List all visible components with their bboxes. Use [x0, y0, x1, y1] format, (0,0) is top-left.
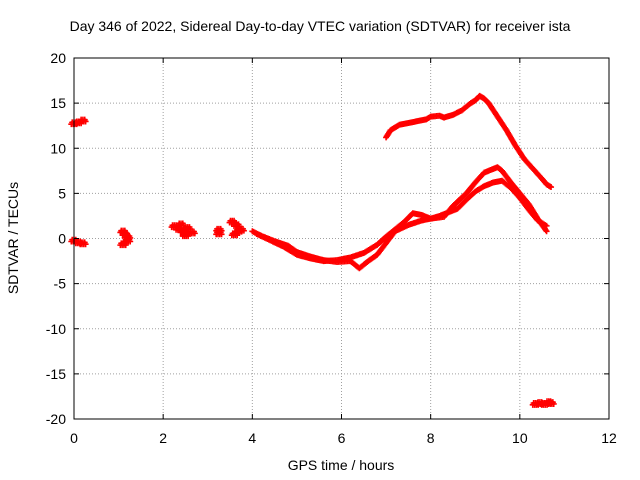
series-sdtvar-lower-arc-b — [253, 177, 550, 265]
data-point — [82, 241, 89, 248]
y-tick-label: 5 — [58, 185, 66, 201]
x-tick-label: 4 — [248, 430, 256, 446]
data-point — [238, 228, 245, 235]
x-tick-label: 6 — [338, 430, 346, 446]
x-axis-label: GPS time / hours — [288, 457, 395, 473]
x-tick-label: 2 — [159, 430, 167, 446]
data-point — [180, 222, 187, 229]
y-tick-label: 0 — [58, 231, 66, 247]
grid-lines — [74, 58, 609, 419]
x-tick-label: 10 — [512, 430, 528, 446]
y-tick-label: -15 — [46, 366, 66, 382]
data-point — [542, 227, 549, 234]
x-tick-label: 0 — [70, 430, 78, 446]
data-point — [127, 238, 134, 245]
y-tick-label: -10 — [46, 321, 66, 337]
data-point — [550, 400, 557, 407]
data-point — [543, 228, 550, 235]
y-axis-label: SDTVAR / TECUs — [5, 182, 21, 294]
chart-title: Day 346 of 2022, Sidereal Day-to-day VTE… — [69, 18, 571, 34]
data-point — [185, 233, 192, 240]
x-tick-label: 12 — [601, 430, 617, 446]
series-sdtvar-upper-arc — [383, 92, 555, 191]
data-point — [218, 231, 225, 238]
x-tick-label: 8 — [427, 430, 435, 446]
y-tick-label: -5 — [54, 276, 67, 292]
data-point — [548, 184, 555, 191]
data-point — [234, 232, 241, 239]
data-point — [191, 230, 198, 237]
y-tick-label: 15 — [50, 95, 66, 111]
data-points — [68, 92, 557, 408]
data-point — [543, 222, 550, 229]
y-tick-label: 20 — [50, 50, 66, 66]
series-sdtvar-short-segments — [68, 116, 557, 408]
axis-ticks: 0 2 4 6 8 10 12 -20 -15 -10 -5 0 5 10 15 20 — [46, 50, 617, 446]
y-tick-label: -20 — [46, 411, 66, 427]
data-point — [124, 232, 131, 239]
data-point — [82, 118, 89, 125]
y-tick-label: 10 — [50, 140, 66, 156]
data-point — [122, 242, 129, 249]
